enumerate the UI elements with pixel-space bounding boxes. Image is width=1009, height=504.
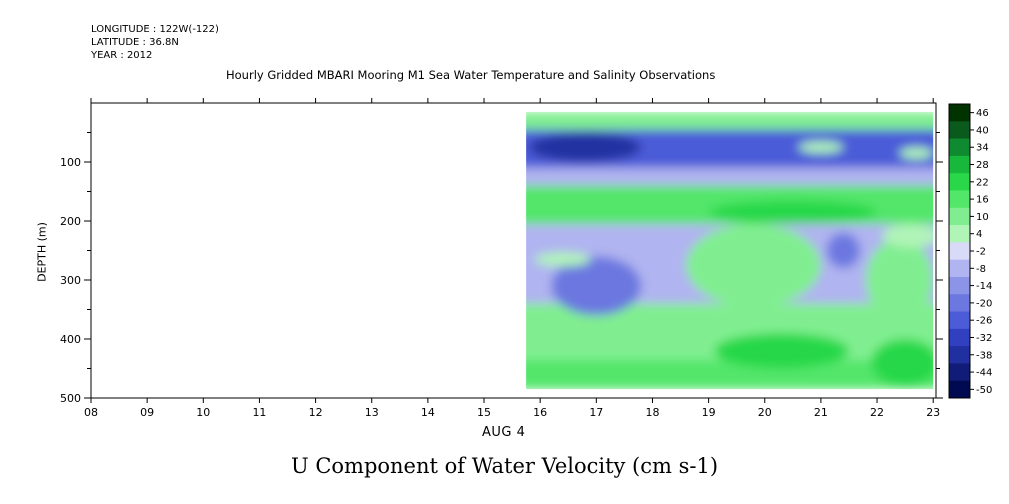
colorbar-label: 16 bbox=[976, 195, 989, 206]
heatmap-feature-6 bbox=[551, 256, 642, 316]
heatmap-feature-1 bbox=[708, 200, 878, 224]
colorbar-swatch bbox=[949, 311, 970, 330]
x-tick-label: 17 bbox=[589, 406, 603, 419]
colorbar-label: -32 bbox=[976, 333, 992, 344]
x-tick-label: 18 bbox=[645, 406, 659, 419]
colorbar-swatch bbox=[949, 173, 970, 191]
colorbar-swatch bbox=[949, 276, 970, 295]
heatmap-feature-2 bbox=[865, 238, 934, 322]
y-tick-label: 400 bbox=[60, 333, 81, 346]
colorbar-label: 10 bbox=[976, 212, 989, 223]
x-tick-label: 12 bbox=[309, 406, 323, 419]
x-tick-label: 21 bbox=[814, 406, 828, 419]
x-tick-label: 19 bbox=[702, 406, 716, 419]
latitude-label: LATITUDE : 36.8N bbox=[91, 37, 179, 48]
heatmap-feature-11 bbox=[882, 223, 934, 248]
colorbar-label: -8 bbox=[976, 264, 986, 275]
colorbar-swatch bbox=[949, 380, 970, 399]
colorbar-label: -20 bbox=[976, 298, 992, 309]
colorbar-swatch bbox=[949, 104, 970, 122]
x-axis-label: AUG 4 bbox=[482, 425, 526, 440]
colorbar-label: -44 bbox=[976, 368, 992, 379]
heatmap-band-6 bbox=[526, 359, 934, 390]
colorbar-label: -38 bbox=[976, 350, 992, 361]
year-label: YEAR : 2012 bbox=[91, 50, 153, 61]
y-tick-label: 200 bbox=[60, 215, 81, 228]
colorbar-legend: 46 40 34 28 22 16 10 4 -2 -8 -14 -20 -26 -32 -38 -44 -50 bbox=[948, 103, 992, 399]
y-axis: 100 200 300 400 500 bbox=[60, 132, 943, 405]
x-tick-label: 14 bbox=[421, 406, 435, 419]
colorbar-label: -50 bbox=[976, 385, 992, 396]
colorbar-swatch bbox=[949, 242, 970, 261]
colorbar-swatch bbox=[949, 328, 970, 347]
x-tick-label: 13 bbox=[365, 406, 379, 419]
heatmap-feature-9 bbox=[899, 147, 934, 160]
x-tick-label: 11 bbox=[252, 406, 266, 419]
colorbar-label: -26 bbox=[976, 316, 992, 327]
heatmap-feature-0 bbox=[686, 223, 821, 307]
x-tick-label: 22 bbox=[870, 406, 884, 419]
colorbar-swatch bbox=[949, 346, 970, 364]
x-tick-label: 08 bbox=[84, 406, 98, 419]
colorbar-label: 28 bbox=[976, 160, 989, 171]
heatmap-field bbox=[526, 111, 934, 390]
x-tick-label: 20 bbox=[758, 406, 772, 419]
colorbar-swatch bbox=[949, 363, 970, 382]
heatmap-feature-10 bbox=[534, 252, 591, 267]
colorbar-swatch bbox=[949, 155, 970, 174]
heatmap-feature-8 bbox=[798, 141, 844, 154]
longitude-label: LONGITUDE : 122W(-122) bbox=[91, 24, 219, 35]
heatmap-feature-4 bbox=[714, 333, 849, 369]
x-tick-label: 23 bbox=[926, 406, 940, 419]
colorbar-label: -2 bbox=[976, 247, 986, 258]
colorbar-label: 40 bbox=[976, 125, 989, 136]
x-axis: 08 09 10 11 12 13 14 15 16 17 18 19 20 21 22 23 bbox=[84, 98, 940, 419]
y-tick-label: 500 bbox=[60, 392, 81, 405]
colorbar-swatch bbox=[949, 225, 970, 243]
colorbar-label: 34 bbox=[976, 143, 989, 154]
colorbar-swatch bbox=[949, 259, 970, 278]
heatmap-band-0 bbox=[526, 111, 934, 130]
heatmap-band-2 bbox=[526, 167, 934, 186]
colorbar-label: -14 bbox=[976, 281, 992, 292]
x-tick-label: 10 bbox=[196, 406, 210, 419]
x-tick-label: 15 bbox=[477, 406, 491, 419]
x-tick-label: 16 bbox=[533, 406, 547, 419]
y-tick-label: 300 bbox=[60, 274, 81, 287]
colorbar-swatch bbox=[949, 207, 970, 226]
colorbar-swatch bbox=[949, 190, 970, 209]
colorbar-swatch bbox=[949, 294, 970, 313]
y-tick-label: 100 bbox=[60, 156, 81, 169]
colorbar-label: 4 bbox=[976, 229, 982, 240]
heatmap-feature-3 bbox=[528, 132, 642, 162]
colorbar-swatch bbox=[949, 138, 970, 157]
chart-header-title: Hourly Gridded MBARI Mooring M1 Sea Wate… bbox=[226, 68, 716, 82]
colorbar-label: 46 bbox=[976, 108, 989, 119]
heatmap-feature-5 bbox=[871, 339, 934, 387]
colorbar-swatch bbox=[949, 121, 970, 140]
heatmap-feature-7 bbox=[826, 232, 861, 269]
x-tick-label: 09 bbox=[140, 406, 154, 419]
colorbar-label: 22 bbox=[976, 177, 989, 188]
chart-title: U Component of Water Velocity (cm s-1) bbox=[290, 454, 719, 478]
y-axis-label: DEPTH (m) bbox=[35, 222, 49, 282]
